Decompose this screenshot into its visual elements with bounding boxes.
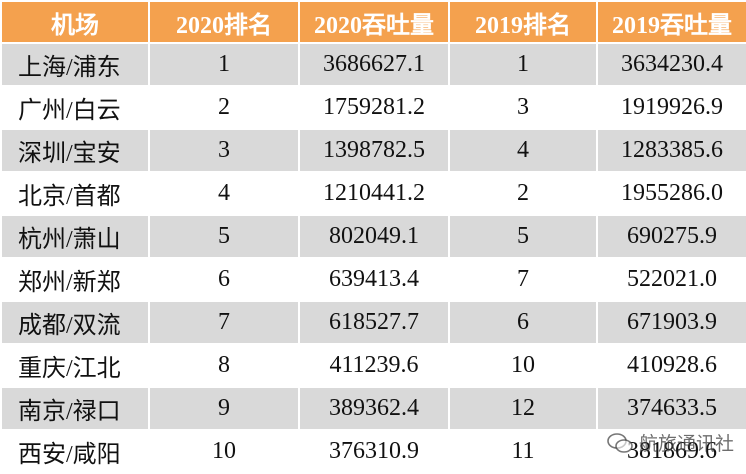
- airport-cell: 重庆/江北: [0, 343, 150, 388]
- value-cell: 639413.4: [298, 257, 450, 302]
- value-cell: 3634230.4: [596, 42, 746, 87]
- value-cell: 389362.4: [298, 386, 450, 431]
- value-cell: 7: [148, 300, 300, 345]
- value-cell: 5: [148, 214, 300, 259]
- airport-cell: 南京/禄口: [0, 386, 150, 431]
- value-cell: 3686627.1: [298, 42, 450, 87]
- airport-cell: 深圳/宝安: [0, 128, 150, 173]
- value-cell: 618527.7: [298, 300, 450, 345]
- value-cell: 4: [148, 171, 300, 216]
- value-cell: 2: [148, 85, 300, 130]
- value-cell: 411239.6: [298, 343, 450, 388]
- table-row: 杭州/萧山 5 802049.1 5 690275.9: [0, 214, 746, 259]
- value-cell: 6: [148, 257, 300, 302]
- value-cell: 12: [448, 386, 598, 431]
- airport-cell: 杭州/萧山: [0, 214, 150, 259]
- airport-cell: 西安/咸阳: [0, 429, 150, 474]
- value-cell: 1: [148, 42, 300, 87]
- value-cell: 9: [148, 386, 300, 431]
- airport-cell: 广州/白云: [0, 85, 150, 130]
- value-cell: 1759281.2: [298, 85, 450, 130]
- value-cell: 410928.6: [596, 343, 746, 388]
- value-cell: 10: [148, 429, 300, 474]
- value-cell: 5: [448, 214, 598, 259]
- watermark: 航旅通讯社: [607, 429, 734, 456]
- value-cell: 1: [448, 42, 598, 87]
- table-row: 重庆/江北 8 411239.6 10 410928.6: [0, 343, 746, 388]
- table-row: 成都/双流 7 618527.7 6 671903.9: [0, 300, 746, 345]
- table-body: 上海/浦东 1 3686627.1 1 3634230.4 广州/白云 2 1759281.2…: [0, 42, 746, 474]
- value-cell: 671903.9: [596, 300, 746, 345]
- table-row: 深圳/宝安 3 1398782.5 4 1283385.6: [0, 128, 746, 173]
- airport-cell: 北京/首都: [0, 171, 150, 216]
- value-cell: 8: [148, 343, 300, 388]
- value-cell: 802049.1: [298, 214, 450, 259]
- value-cell: 7: [448, 257, 598, 302]
- value-cell: 522021.0: [596, 257, 746, 302]
- table-row: 郑州/新郑 6 639413.4 7 522021.0: [0, 257, 746, 302]
- value-cell: 10: [448, 343, 598, 388]
- value-cell: 1398782.5: [298, 128, 450, 173]
- value-cell: 1955286.0: [596, 171, 746, 216]
- value-cell: 2: [448, 171, 598, 216]
- value-cell: 1283385.6: [596, 128, 746, 173]
- table-row: 广州/白云 2 1759281.2 3 1919926.9: [0, 85, 746, 130]
- value-cell: 690275.9: [596, 214, 746, 259]
- value-cell: 374633.5: [596, 386, 746, 431]
- header-row: 机场 2020排名 2020吞吐量 2019排名 2019吞吐量: [0, 0, 746, 44]
- airport-cell: 成都/双流: [0, 300, 150, 345]
- table-row: 上海/浦东 1 3686627.1 1 3634230.4: [0, 42, 746, 87]
- value-cell: 11: [448, 429, 598, 474]
- value-cell: 1210441.2: [298, 171, 450, 216]
- header-cell: 2020吞吐量: [298, 0, 450, 44]
- value-cell: 376310.9: [298, 429, 450, 474]
- airport-cell: 郑州/新郑: [0, 257, 150, 302]
- header-cell: 2019排名: [448, 0, 598, 44]
- value-cell: 1919926.9: [596, 85, 746, 130]
- value-cell: 6: [448, 300, 598, 345]
- table-row: 北京/首都 4 1210441.2 2 1955286.0: [0, 171, 746, 216]
- value-cell: 4: [448, 128, 598, 173]
- header-cell: 2020排名: [148, 0, 300, 44]
- watermark-icon: [607, 432, 633, 453]
- value-cell: 3: [448, 85, 598, 130]
- airport-cell: 上海/浦东: [0, 42, 150, 87]
- watermark-text: 航旅通讯社: [638, 433, 734, 455]
- header-cell: 机场: [0, 0, 150, 44]
- table-row: 南京/禄口 9 389362.4 12 374633.5: [0, 386, 746, 431]
- value-cell: 3: [148, 128, 300, 173]
- header-cell: 2019吞吐量: [596, 0, 746, 44]
